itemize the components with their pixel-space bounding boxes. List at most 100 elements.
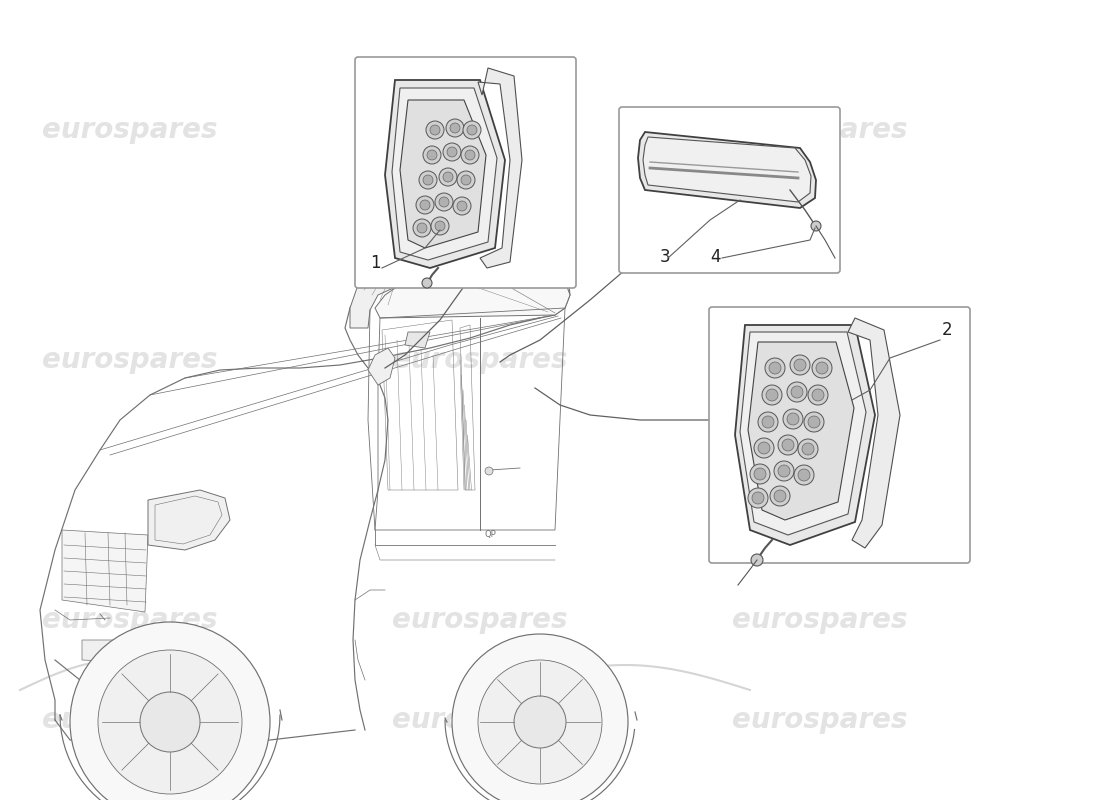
- Circle shape: [774, 490, 786, 502]
- Polygon shape: [644, 137, 811, 202]
- Polygon shape: [350, 262, 415, 328]
- Circle shape: [420, 200, 430, 210]
- Circle shape: [794, 359, 806, 371]
- Polygon shape: [385, 80, 505, 268]
- Polygon shape: [392, 88, 497, 260]
- Circle shape: [783, 409, 803, 429]
- Circle shape: [439, 168, 456, 186]
- Text: eurospares: eurospares: [393, 346, 568, 374]
- Circle shape: [790, 355, 810, 375]
- Circle shape: [456, 171, 475, 189]
- Text: eurospares: eurospares: [42, 116, 218, 144]
- Circle shape: [453, 197, 471, 215]
- Circle shape: [465, 150, 475, 160]
- Circle shape: [752, 492, 764, 504]
- Circle shape: [762, 416, 774, 428]
- Text: eurospares: eurospares: [733, 116, 908, 144]
- Polygon shape: [82, 640, 140, 662]
- Circle shape: [770, 486, 790, 506]
- Circle shape: [434, 221, 446, 231]
- Circle shape: [778, 435, 798, 455]
- Circle shape: [769, 362, 781, 374]
- Circle shape: [446, 119, 464, 137]
- Polygon shape: [735, 325, 874, 545]
- Circle shape: [794, 465, 814, 485]
- Circle shape: [431, 217, 449, 235]
- FancyBboxPatch shape: [355, 57, 576, 288]
- Circle shape: [424, 175, 433, 185]
- Circle shape: [778, 465, 790, 477]
- Circle shape: [98, 650, 242, 794]
- Text: eurospares: eurospares: [42, 706, 218, 734]
- FancyBboxPatch shape: [710, 307, 970, 563]
- Circle shape: [461, 146, 478, 164]
- Polygon shape: [748, 342, 854, 520]
- Circle shape: [754, 438, 774, 458]
- Text: eurospares: eurospares: [393, 706, 568, 734]
- Polygon shape: [368, 348, 395, 385]
- Text: 2: 2: [942, 321, 953, 339]
- Circle shape: [434, 193, 453, 211]
- Circle shape: [468, 125, 477, 135]
- Circle shape: [774, 461, 794, 481]
- Circle shape: [478, 660, 602, 784]
- Circle shape: [766, 389, 778, 401]
- Polygon shape: [638, 132, 816, 208]
- Circle shape: [417, 223, 427, 233]
- Circle shape: [427, 150, 437, 160]
- Text: eurospares: eurospares: [733, 346, 908, 374]
- Polygon shape: [405, 332, 430, 348]
- Circle shape: [802, 443, 814, 455]
- Circle shape: [808, 416, 820, 428]
- Circle shape: [808, 385, 828, 405]
- Circle shape: [758, 442, 770, 454]
- Circle shape: [816, 362, 828, 374]
- Text: 1: 1: [370, 254, 381, 272]
- Circle shape: [426, 121, 444, 139]
- Circle shape: [424, 146, 441, 164]
- Text: 3: 3: [660, 248, 671, 266]
- Circle shape: [754, 468, 766, 480]
- Circle shape: [514, 696, 566, 748]
- Text: eurospares: eurospares: [733, 606, 908, 634]
- Circle shape: [782, 439, 794, 451]
- Circle shape: [798, 469, 810, 481]
- Circle shape: [791, 386, 803, 398]
- Circle shape: [750, 464, 770, 484]
- Circle shape: [804, 412, 824, 432]
- Circle shape: [751, 554, 763, 566]
- Polygon shape: [350, 245, 558, 308]
- Circle shape: [140, 692, 200, 752]
- Circle shape: [456, 201, 468, 211]
- Circle shape: [443, 143, 461, 161]
- Circle shape: [485, 467, 493, 475]
- Polygon shape: [62, 530, 149, 612]
- Text: QP: QP: [484, 530, 496, 539]
- Polygon shape: [848, 318, 900, 548]
- Circle shape: [811, 221, 821, 231]
- Circle shape: [812, 389, 824, 401]
- Circle shape: [422, 278, 432, 288]
- Circle shape: [748, 488, 768, 508]
- Circle shape: [430, 125, 440, 135]
- Circle shape: [419, 171, 437, 189]
- Circle shape: [463, 121, 481, 139]
- Circle shape: [412, 219, 431, 237]
- Circle shape: [443, 172, 453, 182]
- Circle shape: [758, 412, 778, 432]
- Circle shape: [450, 123, 460, 133]
- Text: 4: 4: [710, 248, 720, 266]
- FancyBboxPatch shape: [619, 107, 840, 273]
- Text: eurospares: eurospares: [733, 706, 908, 734]
- Circle shape: [416, 196, 434, 214]
- Polygon shape: [478, 68, 522, 268]
- Circle shape: [786, 413, 799, 425]
- Text: eurospares: eurospares: [42, 346, 218, 374]
- Circle shape: [461, 175, 471, 185]
- Text: eurospares: eurospares: [42, 606, 218, 634]
- Circle shape: [70, 622, 270, 800]
- Circle shape: [762, 385, 782, 405]
- Circle shape: [812, 358, 832, 378]
- Circle shape: [764, 358, 785, 378]
- Circle shape: [452, 634, 628, 800]
